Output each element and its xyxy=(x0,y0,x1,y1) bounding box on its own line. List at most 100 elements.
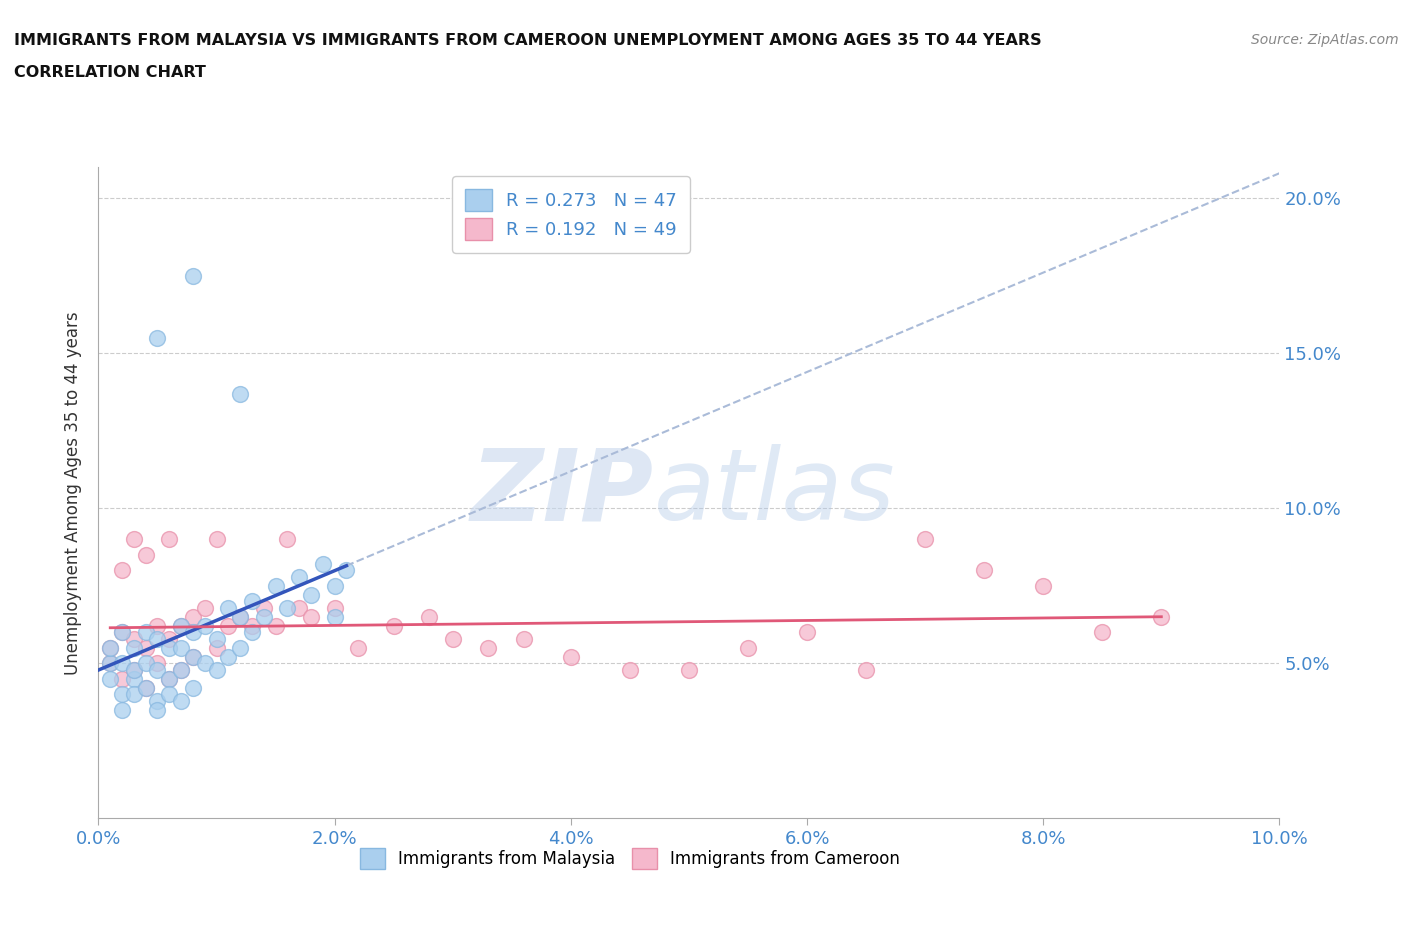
Point xyxy=(796,625,818,640)
Point xyxy=(181,681,204,696)
Point xyxy=(122,662,145,677)
Point xyxy=(146,662,169,677)
Point xyxy=(312,557,335,572)
Point xyxy=(264,578,287,593)
Point xyxy=(914,532,936,547)
Point xyxy=(122,662,145,677)
Point xyxy=(240,618,263,633)
Point xyxy=(111,625,134,640)
Point xyxy=(170,618,193,633)
Point xyxy=(276,532,298,547)
Point xyxy=(253,600,276,615)
Point xyxy=(299,609,322,624)
Point xyxy=(194,656,217,671)
Point xyxy=(477,641,499,656)
Point xyxy=(146,656,169,671)
Point xyxy=(122,671,145,686)
Text: ZIP: ZIP xyxy=(471,445,654,541)
Point xyxy=(217,650,239,665)
Point xyxy=(560,650,582,665)
Point xyxy=(205,532,228,547)
Point xyxy=(135,641,157,656)
Point xyxy=(170,693,193,708)
Point xyxy=(111,671,134,686)
Point xyxy=(194,618,217,633)
Point xyxy=(619,662,641,677)
Text: CORRELATION CHART: CORRELATION CHART xyxy=(14,65,205,80)
Point xyxy=(217,600,239,615)
Point xyxy=(181,609,204,624)
Point xyxy=(157,532,180,547)
Point xyxy=(157,671,180,686)
Point xyxy=(157,687,180,702)
Point xyxy=(323,578,346,593)
Point xyxy=(98,641,121,656)
Point xyxy=(323,609,346,624)
Point xyxy=(194,600,217,615)
Point xyxy=(288,569,311,584)
Point xyxy=(441,631,464,646)
Point xyxy=(122,532,145,547)
Point xyxy=(229,609,252,624)
Point xyxy=(111,563,134,578)
Point xyxy=(678,662,700,677)
Point xyxy=(170,641,193,656)
Point xyxy=(418,609,440,624)
Point xyxy=(1032,578,1054,593)
Y-axis label: Unemployment Among Ages 35 to 44 years: Unemployment Among Ages 35 to 44 years xyxy=(65,312,83,674)
Point xyxy=(181,625,204,640)
Point xyxy=(146,330,169,345)
Point xyxy=(157,671,180,686)
Point xyxy=(135,681,157,696)
Point xyxy=(229,609,252,624)
Point xyxy=(347,641,370,656)
Legend: Immigrants from Malaysia, Immigrants from Cameroon: Immigrants from Malaysia, Immigrants fro… xyxy=(353,842,907,875)
Point xyxy=(135,548,157,563)
Point xyxy=(512,631,534,646)
Point xyxy=(288,600,311,615)
Point xyxy=(170,618,193,633)
Point xyxy=(98,671,121,686)
Point xyxy=(146,702,169,717)
Point xyxy=(122,641,145,656)
Point xyxy=(146,693,169,708)
Point xyxy=(98,656,121,671)
Point xyxy=(855,662,877,677)
Point xyxy=(170,662,193,677)
Point xyxy=(299,588,322,603)
Point xyxy=(135,681,157,696)
Point xyxy=(122,631,145,646)
Point xyxy=(240,594,263,609)
Point xyxy=(135,656,157,671)
Point xyxy=(1150,609,1173,624)
Point xyxy=(737,641,759,656)
Point xyxy=(146,631,169,646)
Point xyxy=(205,631,228,646)
Point xyxy=(229,386,252,401)
Point xyxy=(181,650,204,665)
Point xyxy=(122,687,145,702)
Text: Source: ZipAtlas.com: Source: ZipAtlas.com xyxy=(1251,33,1399,46)
Point xyxy=(111,687,134,702)
Point xyxy=(264,618,287,633)
Point xyxy=(205,641,228,656)
Point xyxy=(98,641,121,656)
Point xyxy=(382,618,405,633)
Point xyxy=(135,625,157,640)
Point xyxy=(276,600,298,615)
Point xyxy=(240,625,263,640)
Point xyxy=(111,656,134,671)
Point xyxy=(1091,625,1114,640)
Text: IMMIGRANTS FROM MALAYSIA VS IMMIGRANTS FROM CAMEROON UNEMPLOYMENT AMONG AGES 35 : IMMIGRANTS FROM MALAYSIA VS IMMIGRANTS F… xyxy=(14,33,1042,47)
Point xyxy=(111,625,134,640)
Point xyxy=(335,563,357,578)
Point xyxy=(205,662,228,677)
Point xyxy=(181,269,204,284)
Point xyxy=(111,702,134,717)
Point xyxy=(253,609,276,624)
Point xyxy=(229,641,252,656)
Point xyxy=(323,600,346,615)
Point xyxy=(170,662,193,677)
Point xyxy=(217,618,239,633)
Point xyxy=(146,618,169,633)
